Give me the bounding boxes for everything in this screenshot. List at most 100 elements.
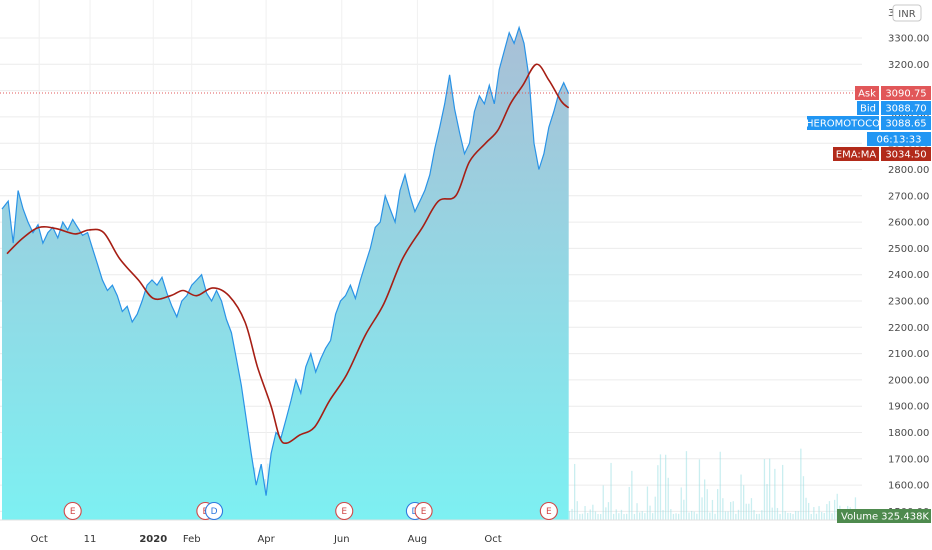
x-tick-label: 2020 — [139, 534, 167, 545]
earnings-event-marker[interactable]: E — [335, 501, 354, 521]
event-marker-circle — [63, 501, 82, 521]
time-axis[interactable]: Oct 11 2020 Feb Apr Jun Aug Oct — [0, 519, 932, 550]
volume-bar — [571, 508, 573, 520]
volume-bar — [678, 513, 680, 520]
volume-bar — [675, 513, 677, 520]
earnings-event-marker[interactable]: E — [63, 501, 82, 521]
volume-bar — [831, 513, 833, 520]
volume-bar — [693, 511, 695, 520]
volume-bar — [792, 513, 794, 520]
y-tick-label: 2700.00 — [888, 191, 929, 202]
volume-bar — [581, 513, 584, 520]
price-axis[interactable]: 1500.001600.001700.001800.001900.002000.… — [862, 0, 932, 520]
price-tag-value-bg — [881, 101, 931, 115]
event-markers: EEDEDEE — [63, 501, 558, 521]
event-marker-label: E — [421, 507, 427, 517]
earnings-event-marker[interactable]: E — [414, 501, 433, 521]
volume-bar — [688, 512, 690, 520]
volume-bar — [743, 485, 745, 520]
x-tick-label: Feb — [183, 534, 201, 545]
volume-bar — [659, 454, 662, 520]
x-tick-label: Aug — [408, 534, 428, 545]
y-tick-label: 2100.00 — [888, 349, 929, 360]
volume-bar — [836, 493, 838, 520]
event-marker-circle — [414, 501, 433, 521]
price-axis-bg — [862, 0, 932, 520]
volume-bar — [574, 463, 576, 520]
price-tag: EMA:MA 3034.50 — [833, 147, 931, 161]
x-tick-label: Jun — [333, 534, 350, 545]
volume-bar — [662, 510, 664, 520]
volume-bar — [618, 513, 620, 520]
volume-bar — [756, 513, 758, 520]
volume-bar — [644, 513, 646, 520]
volume-tag: Volume 325.438K — [837, 509, 931, 523]
x-tick-label: Apr — [257, 534, 275, 545]
volume-bar — [782, 464, 784, 520]
volume-bar — [834, 499, 836, 520]
volume-bar — [607, 502, 610, 520]
volume-bar — [576, 501, 578, 520]
volume-bar — [691, 510, 693, 520]
event-marker-label: E — [341, 507, 347, 517]
volume-bar — [592, 504, 594, 520]
currency-label: INR — [898, 9, 915, 20]
event-marker-circle — [335, 501, 354, 521]
volume-bar — [815, 513, 818, 520]
event-marker-label: D — [211, 507, 218, 517]
y-tick-label: 3300.00 — [888, 34, 929, 45]
volume-bar — [828, 501, 831, 520]
x-tick-label: Oct — [31, 534, 48, 545]
volume-bar — [717, 489, 719, 520]
y-tick-label: 1900.00 — [888, 402, 929, 413]
volume-bar — [797, 511, 799, 520]
volume-bar — [704, 479, 706, 520]
volume-bar — [779, 513, 781, 520]
volume-bar — [649, 505, 651, 520]
volume-bar — [748, 503, 750, 520]
volume-bar — [802, 476, 805, 520]
volume-bar — [795, 510, 797, 520]
volume-bar — [769, 458, 771, 520]
volume-bar — [724, 511, 727, 520]
volume-bar — [615, 509, 617, 520]
price-tag-value: 3088.70 — [885, 104, 926, 115]
volume-tag-bg — [837, 509, 931, 523]
event-marker-circle — [204, 501, 224, 521]
volume-bar — [730, 501, 732, 520]
currency-badge[interactable]: INR — [892, 4, 922, 22]
event-marker-label: E — [70, 507, 76, 517]
y-tick-label: 1700.00 — [888, 454, 929, 465]
volume-bar — [719, 451, 721, 520]
price-line — [1, 25, 570, 496]
volume-bar — [808, 502, 810, 520]
volume-bar — [758, 513, 760, 520]
volume-bar — [826, 504, 828, 520]
volume-bar — [789, 512, 792, 520]
volume-bar — [628, 486, 630, 520]
volume-bar — [711, 499, 714, 520]
volume-bar — [722, 498, 724, 520]
volume-bar — [610, 462, 612, 520]
price-tag-value: 3090.75 — [885, 89, 926, 100]
time-axis-bg — [0, 520, 932, 550]
volume-bar — [602, 485, 604, 520]
earnings-event-marker[interactable]: E — [539, 501, 558, 521]
volume-bar — [784, 511, 786, 520]
y-tick-label: 2400.00 — [888, 270, 929, 281]
volume-bar — [732, 501, 734, 520]
y-tick-label: 2500.00 — [888, 244, 929, 255]
event-marker-label: E — [546, 507, 552, 517]
volume-bar — [657, 465, 659, 520]
dividend-event-marker[interactable]: D — [204, 501, 224, 521]
volume-bar — [620, 509, 623, 520]
ema-line — [6, 63, 570, 445]
volume-bar — [776, 507, 779, 520]
price-tag-label-bg — [833, 147, 879, 161]
price-tag-label-bg — [857, 101, 879, 115]
y-tick-label: 3200.00 — [888, 60, 929, 71]
price-tag-label: Bid — [860, 104, 876, 115]
volume-bar — [680, 487, 682, 520]
volume-bar — [745, 503, 747, 520]
